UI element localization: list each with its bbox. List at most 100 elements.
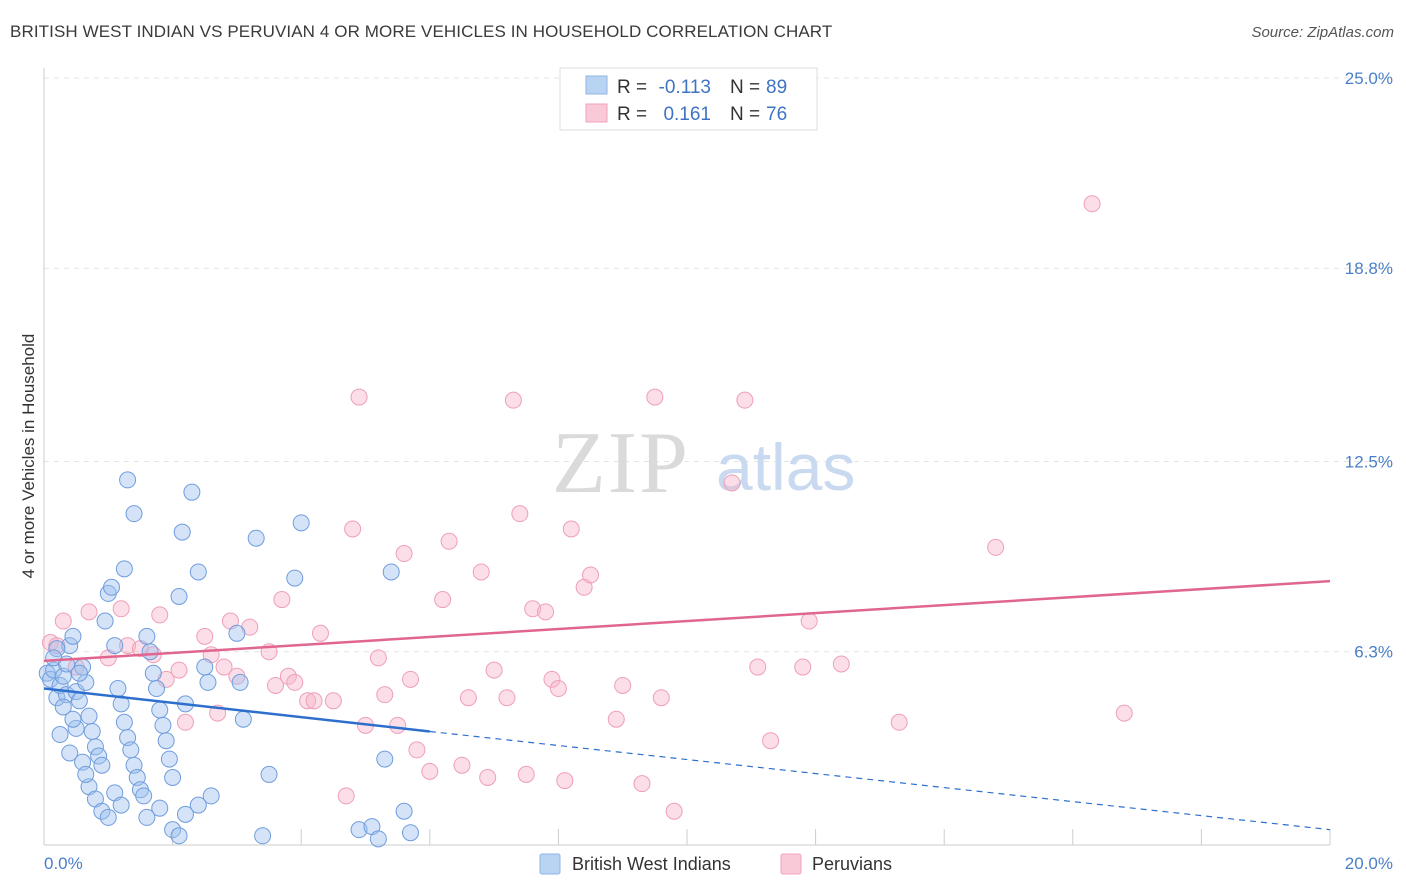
- data-point: [103, 578, 121, 596]
- data-point: [350, 821, 368, 839]
- data-point: [749, 658, 767, 676]
- data-point: [247, 529, 265, 547]
- data-point: [311, 624, 329, 642]
- data-point: [199, 673, 217, 691]
- data-point: [231, 673, 249, 691]
- data-point: [665, 802, 683, 820]
- data-point: [305, 692, 323, 710]
- bottom-legend-label-british-west-indians: British West Indians: [572, 854, 731, 874]
- legend-r-value: 0.161: [663, 104, 711, 125]
- data-point: [382, 563, 400, 581]
- data-point: [652, 689, 670, 707]
- data-point: [556, 772, 574, 790]
- data-point: [183, 483, 201, 501]
- data-point: [723, 474, 741, 492]
- data-point: [633, 775, 651, 793]
- data-point: [299, 692, 317, 710]
- y-tick-label: 6.3%: [1354, 643, 1393, 662]
- bottom-legend-swatch-blue: [539, 853, 561, 875]
- data-point: [511, 505, 529, 523]
- data-point: [151, 606, 169, 624]
- data-point: [176, 805, 194, 823]
- british-west-indians-points: [38, 471, 420, 848]
- data-point: [292, 514, 310, 532]
- data-point: [173, 523, 191, 541]
- data-point: [800, 612, 818, 630]
- data-point: [549, 680, 567, 698]
- british-west-indians-trend-line: [43, 687, 430, 733]
- data-point: [61, 637, 79, 655]
- legend-r-value: -0.113: [659, 77, 711, 98]
- data-point: [440, 532, 458, 550]
- data-point: [64, 710, 82, 728]
- data-point: [350, 388, 368, 406]
- data-point: [459, 689, 477, 707]
- data-point: [1115, 704, 1133, 722]
- data-point: [77, 673, 95, 691]
- data-point: [402, 670, 420, 688]
- data-point: [48, 640, 66, 658]
- trend-lines: [43, 579, 1331, 831]
- data-point: [54, 698, 72, 716]
- data-point: [41, 670, 59, 688]
- data-point: [151, 701, 169, 719]
- data-point: [144, 664, 162, 682]
- data-point: [64, 627, 82, 645]
- data-point: [524, 600, 542, 618]
- data-point: [421, 762, 439, 780]
- data-point: [160, 750, 178, 768]
- data-point: [234, 710, 252, 728]
- data-point: [109, 680, 127, 698]
- data-point: [70, 692, 88, 710]
- data-point: [170, 827, 188, 845]
- data-point: [337, 787, 355, 805]
- data-point: [254, 827, 272, 845]
- data-point: [376, 750, 394, 768]
- bottom-legend: British West Indians Peruvians: [539, 853, 892, 875]
- data-point: [215, 658, 233, 676]
- data-point: [408, 741, 426, 759]
- y-tick-labels: 6.3% 12.5% 18.8% 25.0%: [1345, 69, 1393, 662]
- data-point: [122, 741, 140, 759]
- data-point: [96, 612, 114, 630]
- legend-n-label: N =: [730, 77, 760, 98]
- grid-lines: [44, 77, 1392, 653]
- data-point: [115, 713, 133, 731]
- data-point: [344, 520, 362, 538]
- data-point: [148, 680, 166, 698]
- data-point: [402, 824, 420, 842]
- data-point: [537, 603, 555, 621]
- british-west-indians-trend-extension: [429, 730, 1331, 831]
- data-point: [434, 591, 452, 609]
- data-point: [112, 796, 130, 814]
- data-point: [228, 624, 246, 642]
- data-point: [369, 830, 387, 848]
- data-point: [70, 664, 88, 682]
- bottom-legend-swatch-pink: [780, 853, 802, 875]
- data-point: [61, 744, 79, 762]
- data-point: [196, 658, 214, 676]
- x-tick-label-min: 0.0%: [44, 854, 83, 873]
- data-point: [157, 732, 175, 750]
- data-point: [80, 707, 98, 725]
- data-point: [119, 471, 137, 489]
- data-point: [138, 627, 156, 645]
- data-point: [389, 716, 407, 734]
- data-point: [762, 732, 780, 750]
- legend-n-label: N =: [730, 104, 760, 125]
- data-point: [832, 655, 850, 673]
- data-point: [517, 765, 535, 783]
- data-point: [164, 769, 182, 787]
- data-point: [67, 719, 85, 737]
- data-point: [890, 713, 908, 731]
- data-point: [189, 796, 207, 814]
- data-point: [80, 603, 98, 621]
- legend-n-value: 89: [766, 77, 787, 98]
- legend-swatch-pink: [585, 103, 608, 123]
- data-point: [369, 649, 387, 667]
- data-point: [1083, 195, 1101, 213]
- data-point: [115, 560, 133, 578]
- legend-swatch-blue: [585, 75, 608, 95]
- data-point: [125, 505, 143, 523]
